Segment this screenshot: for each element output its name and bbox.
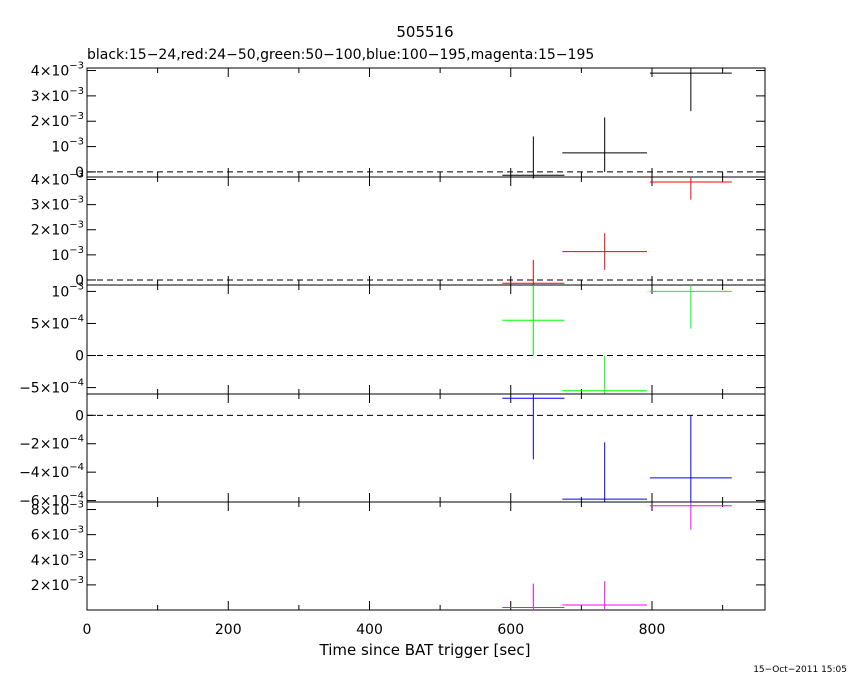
panel-red: 0 10−3 2×10−3 3×10−3 4×10−3 (31, 170, 766, 289)
y-tick-label: −4×10−4 (19, 462, 84, 481)
data-point-green (649, 285, 732, 329)
panel-frame (86, 393, 766, 503)
y-tick-label: 2×10−3 (31, 111, 84, 130)
x-tick-label: 200 (215, 622, 242, 638)
data-point-black (502, 136, 565, 179)
y-tick-label: −2×10−4 (19, 434, 84, 453)
y-tick-label: 0 (75, 273, 84, 289)
x-axis: 0 200 400 600 800 (83, 622, 666, 638)
panel-blue: −6×10−4 −4×10−4 −2×10−4 0 (19, 393, 766, 510)
y-tick-label: 8×10−3 (31, 500, 84, 519)
data-point-red (562, 233, 648, 270)
y-tick-label: 10−3 (51, 245, 84, 264)
timestamp: 15−Oct−2011 15:05 (753, 665, 847, 675)
panels-group: 010−32×10−33×10−34×10−3010−32×10−33×10−3… (19, 61, 766, 611)
data-point-green (502, 285, 565, 356)
data-point-blue (562, 442, 648, 502)
y-tick-label: 10−3 (51, 137, 84, 156)
x-tick-label: 800 (639, 622, 666, 638)
panel-frame (86, 67, 766, 178)
y-tick-label: −5×10−4 (19, 378, 84, 397)
y-tick-label: 3×10−3 (31, 195, 84, 214)
panel-black: 0 10−3 2×10−3 3×10−3 4×10−3 (31, 61, 766, 181)
data-point-magenta (562, 581, 648, 610)
data-point-green (562, 355, 648, 394)
y-tick-label: 0 (75, 408, 84, 424)
y-tick-label: 6×10−3 (31, 525, 84, 544)
y-tick-label: 3×10−3 (31, 86, 84, 105)
y-tick-label: 0 (75, 165, 84, 181)
data-point-red (502, 259, 565, 287)
data-point-blue (649, 415, 732, 502)
panel-magenta: 2×10−3 4×10−3 6×10−3 8×10−3 (31, 500, 766, 611)
y-tick-label: 4×10−3 (31, 61, 84, 80)
y-tick-label: 5×10−4 (31, 313, 84, 332)
data-point-blue (502, 394, 565, 460)
y-tick-label: −6×10−4 (19, 491, 84, 510)
panel-frame (86, 501, 766, 611)
data-point-black (562, 117, 648, 172)
y-tick-label: 2×10−3 (31, 575, 84, 594)
x-tick-label: 0 (83, 622, 92, 638)
panel-frame (86, 284, 766, 395)
y-tick-label: 0 (75, 349, 84, 365)
data-point-magenta (502, 583, 565, 610)
data-point-magenta (649, 502, 732, 530)
chart-subtitle: black:15−24,red:24−50,green:50−100,blue:… (87, 47, 594, 63)
y-tick-label: 2×10−3 (31, 220, 84, 239)
y-tick-label: 4×10−3 (31, 170, 84, 189)
x-tick-label: 400 (356, 622, 383, 638)
chart-title: 505516 (396, 23, 453, 41)
y-tick-label: 10−3 (51, 281, 84, 300)
panel-frame (86, 176, 766, 286)
x-axis-label: Time since BAT trigger [sec] (319, 641, 531, 659)
panel-green: −5×10−4 0 5×10−4 10−3 (19, 281, 766, 397)
data-point-red (649, 177, 732, 200)
x-tick-label: 600 (497, 622, 524, 638)
y-tick-label: 4×10−3 (31, 550, 84, 569)
data-point-black (649, 68, 732, 112)
